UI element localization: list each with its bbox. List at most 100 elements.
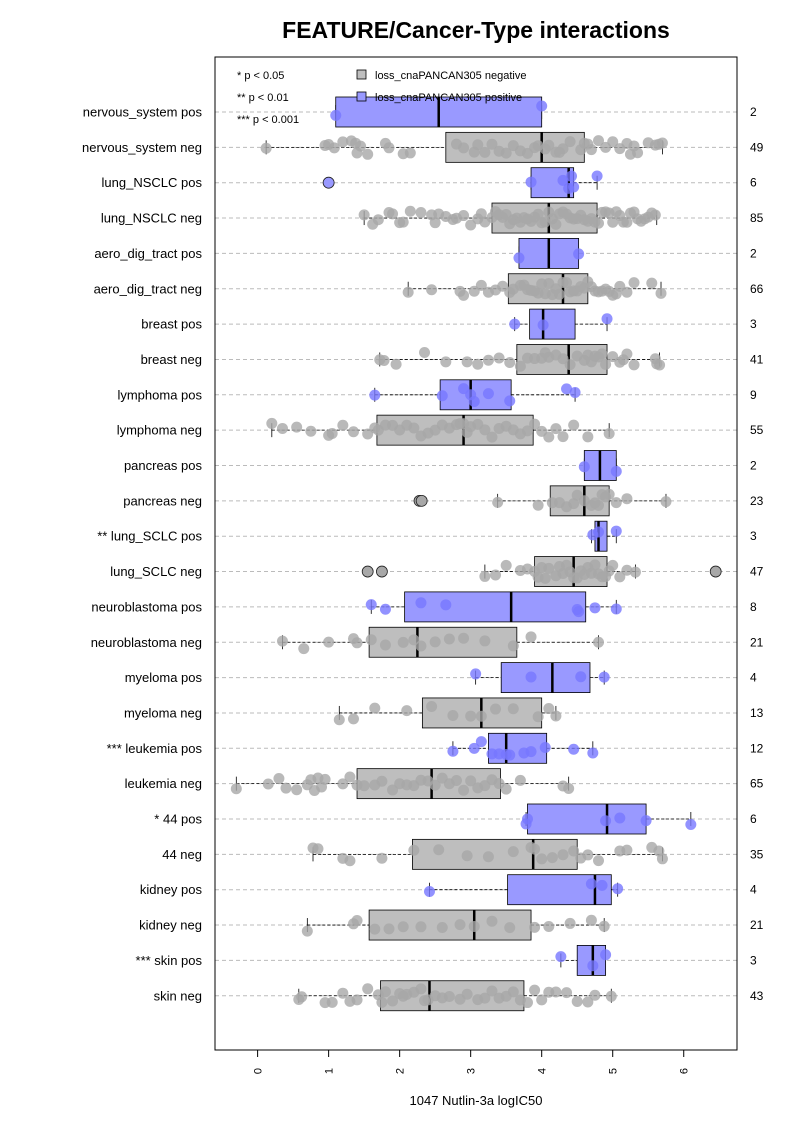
data-point (401, 705, 413, 717)
data-point (504, 357, 516, 369)
data-point (351, 637, 363, 649)
data-point (429, 636, 441, 648)
data-point (376, 775, 388, 787)
data-point (589, 559, 601, 571)
data-point (550, 986, 562, 998)
data-point (415, 983, 427, 995)
data-point (276, 635, 288, 647)
data-point (629, 566, 641, 578)
data-point (482, 851, 494, 863)
data-point (543, 562, 555, 574)
data-point (433, 844, 445, 856)
data-point (509, 318, 521, 330)
data-point (610, 603, 622, 615)
data-point (440, 599, 452, 611)
data-point (621, 564, 633, 576)
data-point (328, 142, 340, 154)
box-5 (518, 237, 580, 269)
data-point (593, 526, 605, 538)
data-point (493, 352, 505, 364)
data-point (532, 208, 544, 220)
box-21 (525, 803, 692, 835)
sample-count: 6 (750, 812, 757, 826)
category-label: lung_NSCLC neg (101, 211, 202, 226)
legend: * p < 0.05 ** p < 0.01 *** p < 0.001 los… (237, 69, 526, 126)
sample-count: 49 (750, 140, 764, 154)
data-point (600, 358, 612, 370)
category-label: breast pos (141, 317, 202, 332)
data-point (402, 286, 414, 298)
data-point (262, 778, 274, 790)
iqr-box (368, 909, 532, 941)
data-point (568, 181, 580, 193)
outlier-point (375, 565, 388, 578)
category-label: breast neg (141, 352, 202, 367)
data-point (532, 499, 544, 511)
data-point (532, 140, 544, 152)
data-point (640, 815, 652, 827)
data-point (500, 783, 512, 795)
data-point (543, 703, 555, 715)
data-point (514, 360, 526, 372)
data-point (654, 359, 666, 371)
data-point (479, 570, 491, 582)
data-point (593, 855, 605, 867)
data-point (351, 994, 363, 1006)
data-point (596, 879, 608, 891)
data-point (429, 779, 441, 791)
box-1 (335, 96, 543, 128)
data-point (305, 425, 317, 437)
category-label: pancreas neg (123, 493, 202, 508)
iqr-box (527, 803, 647, 835)
data-point (568, 498, 580, 510)
data-point (415, 597, 427, 609)
data-point (326, 427, 338, 439)
data-point (582, 431, 594, 443)
sample-count: 43 (750, 989, 764, 1003)
iqr-box (529, 308, 576, 340)
data-point (593, 636, 605, 648)
data-point (628, 277, 640, 289)
data-point (649, 209, 661, 221)
data-point (323, 636, 335, 648)
data-point (475, 208, 487, 220)
legend-swatch-positive (356, 91, 367, 102)
data-point (461, 850, 473, 862)
data-point (492, 496, 504, 508)
data-point (555, 951, 567, 963)
data-point (553, 288, 565, 300)
category-label: aero_dig_tract neg (94, 281, 202, 296)
category-label: pancreas pos (124, 458, 203, 473)
data-point (603, 488, 615, 500)
data-point (486, 985, 498, 997)
significance-legend-2: ** p < 0.01 (237, 92, 289, 104)
data-point (440, 356, 452, 368)
data-point (564, 136, 576, 148)
x-tick-label: 2 (395, 1068, 407, 1074)
data-point (500, 147, 512, 159)
data-point (372, 214, 384, 226)
data-point (568, 845, 580, 857)
x-tick-label: 6 (679, 1068, 691, 1074)
data-point (475, 279, 487, 291)
iqr-box (368, 626, 518, 658)
data-point (593, 217, 605, 229)
legend-label-negative: loss_cnaPANCAN305 negative (375, 70, 526, 82)
data-point (566, 170, 578, 182)
data-point (266, 417, 278, 429)
data-point (479, 635, 491, 647)
data-point (610, 497, 622, 509)
data-point (596, 348, 608, 360)
data-point (610, 525, 622, 537)
data-point (390, 358, 402, 370)
data-point (504, 922, 516, 934)
data-point (525, 631, 537, 643)
sample-count: 4 (750, 883, 757, 897)
data-point (539, 572, 551, 584)
data-point (646, 277, 658, 289)
data-point (600, 949, 612, 961)
data-point (378, 354, 390, 366)
data-point (291, 421, 303, 433)
x-tick-label: 3 (466, 1068, 478, 1074)
sample-count: 6 (750, 176, 757, 190)
